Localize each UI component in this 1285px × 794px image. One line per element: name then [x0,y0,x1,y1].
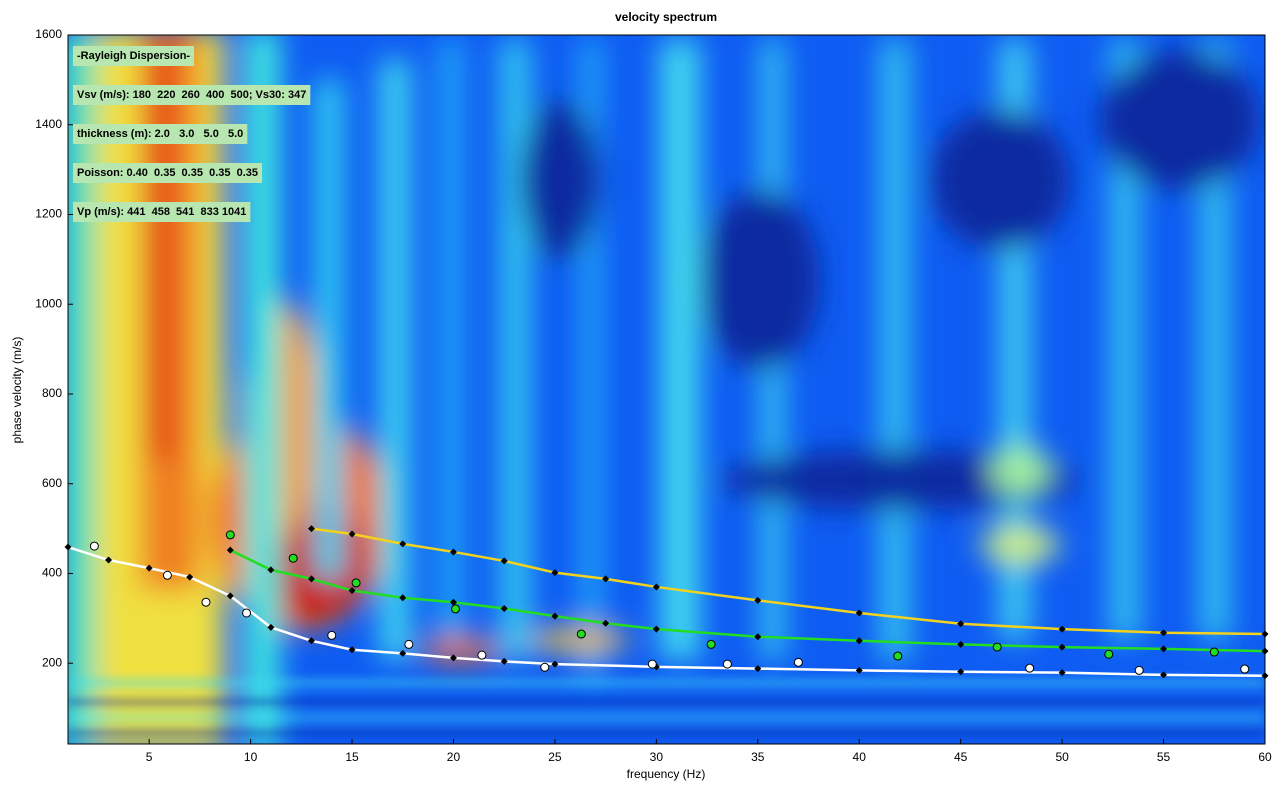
annotation: -Rayleigh Dispersion- [77,50,190,62]
picked-point [163,571,171,579]
y-tick-label: 1000 [35,296,62,310]
picked-point [723,660,731,668]
picked-point [707,640,715,648]
page: velocity spectrum frequency (Hz) phase v… [0,0,1285,794]
picked-point [405,640,413,648]
picked-point [577,630,585,638]
picked-point [478,651,486,659]
x-tick-label: 55 [1157,750,1171,764]
picked-point [328,631,336,639]
picked-point [1135,666,1143,674]
picked-point [648,660,656,668]
picked-point [1105,650,1113,658]
x-tick-label: 20 [447,750,461,764]
picked-point [226,531,234,539]
chart-title: velocity spectrum [615,10,717,24]
y-tick-label: 1400 [35,117,62,131]
x-tick-label: 5 [146,750,153,764]
picked-point [352,579,360,587]
picked-point [452,605,460,613]
picked-point [1026,664,1034,672]
y-tick-label: 1200 [35,207,62,221]
chart: velocity spectrum frequency (Hz) phase v… [0,0,1285,789]
picked-point [243,609,251,617]
y-tick-label: 600 [42,476,62,490]
y-tick-label: 400 [42,566,62,580]
y-tick-label: 800 [42,386,62,400]
y-tick-label: 1600 [35,27,62,41]
x-tick-label: 50 [1055,750,1069,764]
annotation: Vp (m/s): 441 458 541 833 1041 [77,206,246,218]
picked-point [794,658,802,666]
y-axis-label: phase velocity (m/s) [10,337,24,444]
x-axis-label: frequency (Hz) [627,767,706,781]
picked-point [1210,648,1218,656]
picked-point [993,643,1001,651]
x-tick-label: 10 [244,750,258,764]
annotation: Vsv (m/s): 180 220 260 400 500; Vs30: 34… [77,89,306,101]
picked-point [1241,665,1249,673]
picked-point [541,663,549,671]
x-tick-label: 35 [751,750,765,764]
picked-point [289,554,297,562]
x-tick-label: 15 [345,750,359,764]
annotation: thickness (m): 2.0 3.0 5.0 5.0 [77,128,243,140]
x-tick-label: 60 [1258,750,1272,764]
x-tick-label: 45 [954,750,968,764]
picked-point [90,542,98,550]
picked-point [894,652,902,660]
x-tick-label: 30 [650,750,664,764]
picked-point [202,598,210,606]
y-tick-label: 200 [42,655,62,669]
x-tick-label: 40 [853,750,867,764]
annotation: Poisson: 0.40 0.35 0.35 0.35 0.35 [77,167,258,179]
x-tick-label: 25 [548,750,562,764]
